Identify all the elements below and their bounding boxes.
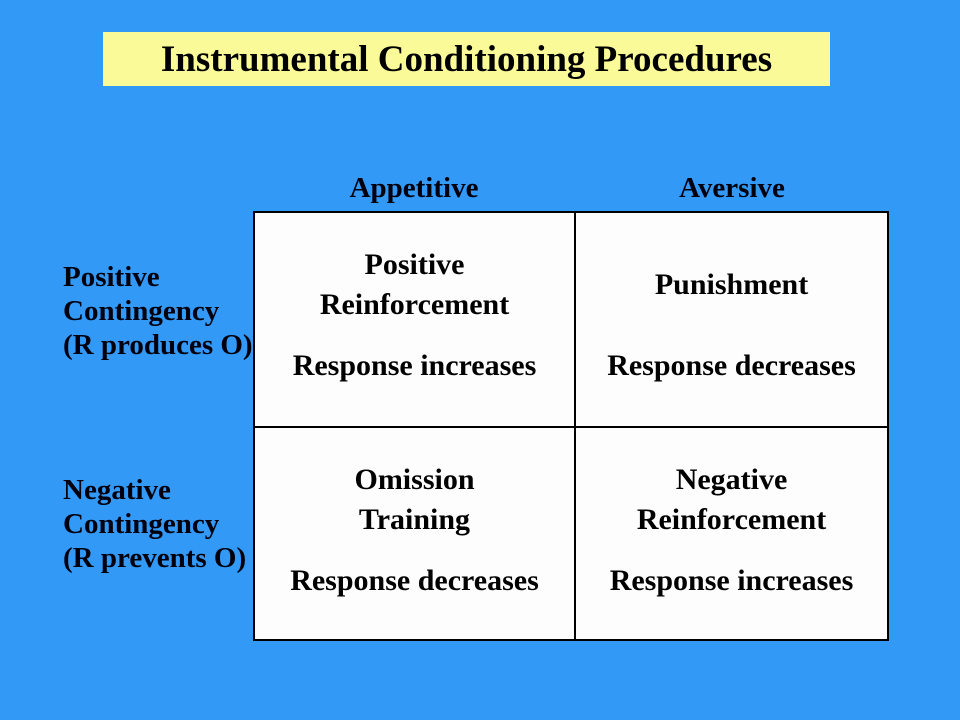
slide-title: Instrumental Conditioning Procedures (160, 38, 773, 80)
cell-effect-label: Response decreases (290, 564, 539, 597)
cell-procedure-label: Positive Reinforcement (319, 248, 510, 321)
row-header-positive-contingency: Positive Contingency (R produces O) (63, 261, 253, 361)
title-banner: Instrumental Conditioning Procedures (103, 32, 830, 86)
cell-punishment: Punishment Response decreases (576, 213, 887, 428)
cell-effect-label: Response increases (609, 564, 854, 597)
column-header-appetitive: Appetitive (349, 172, 479, 204)
cell-omission-training: Omission Training Response decreases (255, 428, 576, 639)
contingency-matrix-table: Positive Reinforcement Response increase… (253, 211, 889, 641)
cell-negative-reinforcement: Negative Reinforcement Response increase… (576, 428, 887, 639)
cell-positive-reinforcement: Positive Reinforcement Response increase… (255, 213, 576, 428)
cell-effect-label: Response decreases (607, 349, 856, 382)
cell-procedure-label: Punishment (654, 268, 809, 301)
cell-procedure-label: Omission Training (354, 463, 475, 536)
column-header-aversive: Aversive (679, 172, 785, 204)
cell-procedure-label: Negative Reinforcement (636, 463, 827, 536)
cell-effect-label: Response increases (292, 349, 537, 382)
row-header-negative-contingency: Negative Contingency (R prevents O) (63, 474, 247, 574)
